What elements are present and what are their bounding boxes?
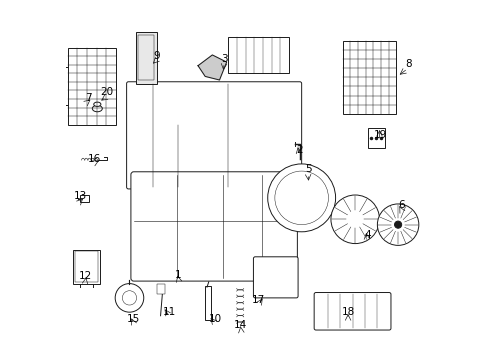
Ellipse shape [94, 102, 101, 107]
Text: 1: 1 [175, 270, 182, 280]
Bar [367, 128, 384, 148]
Text: 11: 11 [163, 307, 176, 317]
Bar [80, 195, 89, 202]
Bar [342, 41, 395, 114]
Text: 2: 2 [296, 145, 303, 155]
Text: 12: 12 [79, 271, 92, 282]
Text: 17: 17 [252, 295, 265, 305]
Bar [138, 35, 154, 80]
Text: 9: 9 [153, 51, 160, 61]
Circle shape [267, 164, 335, 232]
Text: 6: 6 [398, 200, 404, 210]
Text: 3: 3 [221, 54, 228, 64]
Circle shape [274, 171, 328, 225]
Circle shape [115, 284, 143, 312]
Text: 20: 20 [100, 87, 113, 98]
Text: 4: 4 [364, 230, 370, 240]
Circle shape [394, 221, 401, 228]
Bar [75, 251, 98, 282]
Bar [205, 286, 210, 320]
FancyBboxPatch shape [313, 293, 390, 330]
FancyBboxPatch shape [131, 172, 297, 281]
Text: 7: 7 [84, 93, 91, 103]
Text: 14: 14 [234, 320, 247, 330]
FancyBboxPatch shape [126, 82, 301, 189]
Circle shape [330, 195, 379, 244]
Text: 16: 16 [88, 154, 101, 163]
Text: 13: 13 [73, 191, 87, 201]
Text: 10: 10 [208, 314, 222, 324]
Text: 18: 18 [341, 307, 354, 317]
Bar [67, 48, 116, 125]
Circle shape [377, 204, 418, 246]
Bar [228, 37, 288, 73]
Bar [73, 249, 100, 284]
Polygon shape [198, 55, 226, 80]
Bar [135, 32, 157, 84]
Text: 5: 5 [305, 164, 311, 174]
Text: 15: 15 [127, 314, 140, 324]
Bar [157, 284, 164, 294]
Text: 19: 19 [373, 130, 386, 140]
FancyBboxPatch shape [253, 257, 298, 298]
Text: 8: 8 [405, 59, 411, 69]
Ellipse shape [92, 105, 102, 112]
